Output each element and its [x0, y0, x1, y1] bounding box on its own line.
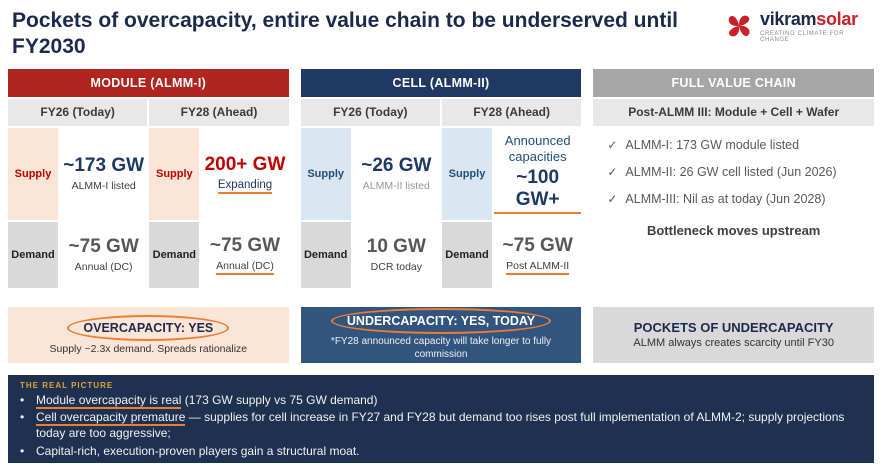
value-chain-header: FULL VALUE CHAIN [593, 68, 875, 97]
module-fy28-demand-cell: ~75 GW Annual (DC) [201, 221, 289, 288]
pinwheel-icon [728, 15, 750, 37]
cell-fy28-supply-pre: Announced capacities [504, 132, 571, 164]
value-chain-summary-sub: ALMM always creates scarcity until FY30 [633, 337, 834, 349]
module-fy28-demand-value: ~75 GW [209, 234, 281, 256]
cell-summary: UNDERCAPACITY: YES, TODAY *FY28 announce… [300, 306, 582, 363]
module-fy26-demand-sub: Annual (DC) [74, 261, 133, 273]
bullet-text: Cell overcapacity premature — supplies f… [36, 410, 862, 442]
check-icon: ✓ [607, 137, 618, 152]
module-fy26-supply-label: Supply [8, 127, 58, 220]
list-item: • Cell overcapacity premature — supplies… [20, 410, 862, 442]
module-grid: Supply ~173 GW ALMM-I listed Supply 200+… [8, 127, 289, 288]
cell-fy26-demand-value: 10 GW [366, 236, 426, 257]
value-chain-column: FULL VALUE CHAIN Post-ALMM III: Module +… [593, 68, 875, 363]
value-chain-body: ✓ ALMM-I: 173 GW module listed ✓ ALMM-II… [593, 125, 875, 244]
module-fy28-header: FY28 (Ahead) [149, 98, 289, 126]
module-column: MODULE (ALMM-I) FY26 (Today) FY28 (Ahead… [8, 68, 289, 363]
module-fy26-supply-value: ~173 GW [63, 155, 145, 176]
list-item: ✓ ALMM-III: Nil as at today (Jun 2028) [607, 192, 860, 206]
real-picture-label: THE REAL PICTURE [20, 380, 114, 390]
cell-fy26-demand-label: Demand [300, 221, 351, 288]
module-column-header: MODULE (ALMM-I) [8, 68, 289, 97]
undercapacity-highlight-ellipse: UNDERCAPACITY: YES, TODAY [330, 308, 552, 334]
list-item: • Capital-rich, execution-proven players… [20, 444, 862, 460]
cell-fy26-supply-value: ~26 GW [361, 155, 432, 176]
cell-fy28-demand-sub: Post ALMM-II [506, 260, 570, 275]
value-chain-item-1: ALMM-I: 173 GW module listed [625, 137, 800, 152]
value-chain-item-3: ALMM-III: Nil as at today (Jun 2028) [625, 191, 826, 206]
module-fy26-demand-value: ~75 GW [68, 236, 139, 257]
brand-vikram: vikram [760, 9, 817, 29]
slide-header: Pockets of overcapacity, entire value ch… [0, 0, 882, 61]
overcapacity-highlight-ellipse: OVERCAPACITY: YES [67, 314, 230, 341]
value-chain-item-2: ALMM-II: 26 GW cell listed (Jun 2026) [625, 164, 837, 179]
module-fy28-supply-sub: Expanding [217, 179, 273, 194]
cell-fy28-supply-label: Supply [442, 127, 492, 220]
bullet-icon: • [20, 444, 25, 459]
module-fy26-supply-cell: ~173 GW ALMM-I listed [60, 127, 148, 220]
module-fy26-supply-sub: ALMM-I listed [71, 180, 136, 192]
cell-fy28-demand-cell: ~75 GW Post ALMM-II [494, 221, 582, 288]
cell-fy28-demand-label: Demand [442, 221, 492, 288]
module-subheaders: FY26 (Today) FY28 (Ahead) [8, 98, 289, 126]
cell-grid: Supply ~26 GW ALMM-II listed Supply Anno… [300, 127, 582, 288]
bullet-text: Module overcapacity is real (173 GW supp… [36, 392, 378, 409]
cell-fy28-demand-value: ~75 GW [502, 234, 573, 256]
check-icon: ✓ [607, 164, 618, 179]
module-fy26-demand-cell: ~75 GW Annual (DC) [60, 221, 148, 288]
bottleneck-note: Bottleneck moves upstream [646, 222, 821, 238]
cell-fy28-supply-value: ~100 GW+ [494, 167, 582, 215]
cell-subheaders: FY26 (Today) FY28 (Ahead) [300, 98, 582, 126]
list-item: • Module overcapacity is real (173 GW su… [20, 392, 862, 409]
page-title: Pockets of overcapacity, entire value ch… [12, 9, 678, 59]
cell-fy26-demand-cell: 10 GW DCR today [352, 221, 440, 288]
cell-summary-title: UNDERCAPACITY: YES, TODAY [346, 314, 536, 328]
value-chain-summary-title: POCKETS OF UNDERCAPACITY [633, 320, 834, 335]
cell-fy28-supply-cell: Announced capacities ~100 GW+ [494, 127, 582, 220]
cell-column: CELL (ALMM-II) FY26 (Today) FY28 (Ahead)… [300, 68, 582, 363]
comparison-columns: MODULE (ALMM-I) FY26 (Today) FY28 (Ahead… [0, 68, 882, 363]
module-fy28-demand-sub: Annual (DC) [216, 260, 274, 275]
check-icon: ✓ [607, 191, 618, 206]
list-item: ✓ ALMM-I: 173 GW module listed [607, 138, 860, 152]
cell-fy26-supply-sub: ALMM-II listed [362, 180, 430, 192]
bullet-rest: (173 GW supply vs 75 GW demand) [181, 392, 378, 407]
list-item: ✓ ALMM-II: 26 GW cell listed (Jun 2026) [607, 165, 860, 179]
value-chain-subheader: Post-ALMM III: Module + Cell + Wafer [593, 98, 875, 126]
cell-column-header: CELL (ALMM-II) [300, 68, 582, 97]
bullet-icon: • [20, 410, 25, 425]
value-chain-summary: POCKETS OF UNDERCAPACITY ALMM always cre… [593, 306, 875, 363]
vikram-solar-logo: vikramsolar CREATING CLIMATE FOR CHANGE [722, 8, 872, 44]
logo-text: vikramsolar CREATING CLIMATE FOR CHANGE [760, 9, 870, 43]
module-fy28-supply-cell: 200+ GW Expanding [201, 127, 289, 220]
bullet-rest: Capital-rich, execution-proven players g… [36, 444, 360, 459]
cell-fy28-header: FY28 (Ahead) [442, 98, 582, 126]
module-fy26-demand-label: Demand [8, 221, 58, 288]
cell-fy26-header: FY26 (Today) [300, 98, 440, 126]
module-summary-title: OVERCAPACITY: YES [83, 320, 214, 335]
bullet-icon: • [20, 392, 25, 407]
module-fy26-header: FY26 (Today) [8, 98, 148, 126]
brand-tagline: CREATING CLIMATE FOR CHANGE [760, 31, 845, 43]
brand-name: vikramsolar [760, 9, 870, 30]
brand-solar: solar [816, 9, 858, 29]
module-fy28-demand-label: Demand [149, 221, 200, 288]
module-fy28-supply-label: Supply [149, 127, 200, 220]
real-picture-panel: THE REAL PICTURE • Module overcapacity i… [8, 374, 874, 463]
bullet-rest: — supplies for cell increase in FY27 and… [36, 410, 845, 441]
cell-summary-sub: *FY28 announced capacity will take longe… [330, 336, 552, 360]
cell-fy26-supply-cell: ~26 GW ALMM-II listed [352, 127, 440, 220]
module-summary: OVERCAPACITY: YES Supply ~2.3x demand. S… [8, 306, 289, 363]
cell-fy26-supply-label: Supply [300, 127, 351, 220]
bullet-highlight: Cell overcapacity premature [36, 410, 186, 427]
bullet-text: Capital-rich, execution-proven players g… [36, 444, 359, 460]
cell-fy26-demand-sub: DCR today [370, 261, 423, 273]
module-fy28-supply-value: 200+ GW [204, 153, 286, 175]
bullet-highlight: Module overcapacity is real [36, 392, 182, 409]
module-summary-sub: Supply ~2.3x demand. Spreads rationalize [49, 342, 248, 355]
